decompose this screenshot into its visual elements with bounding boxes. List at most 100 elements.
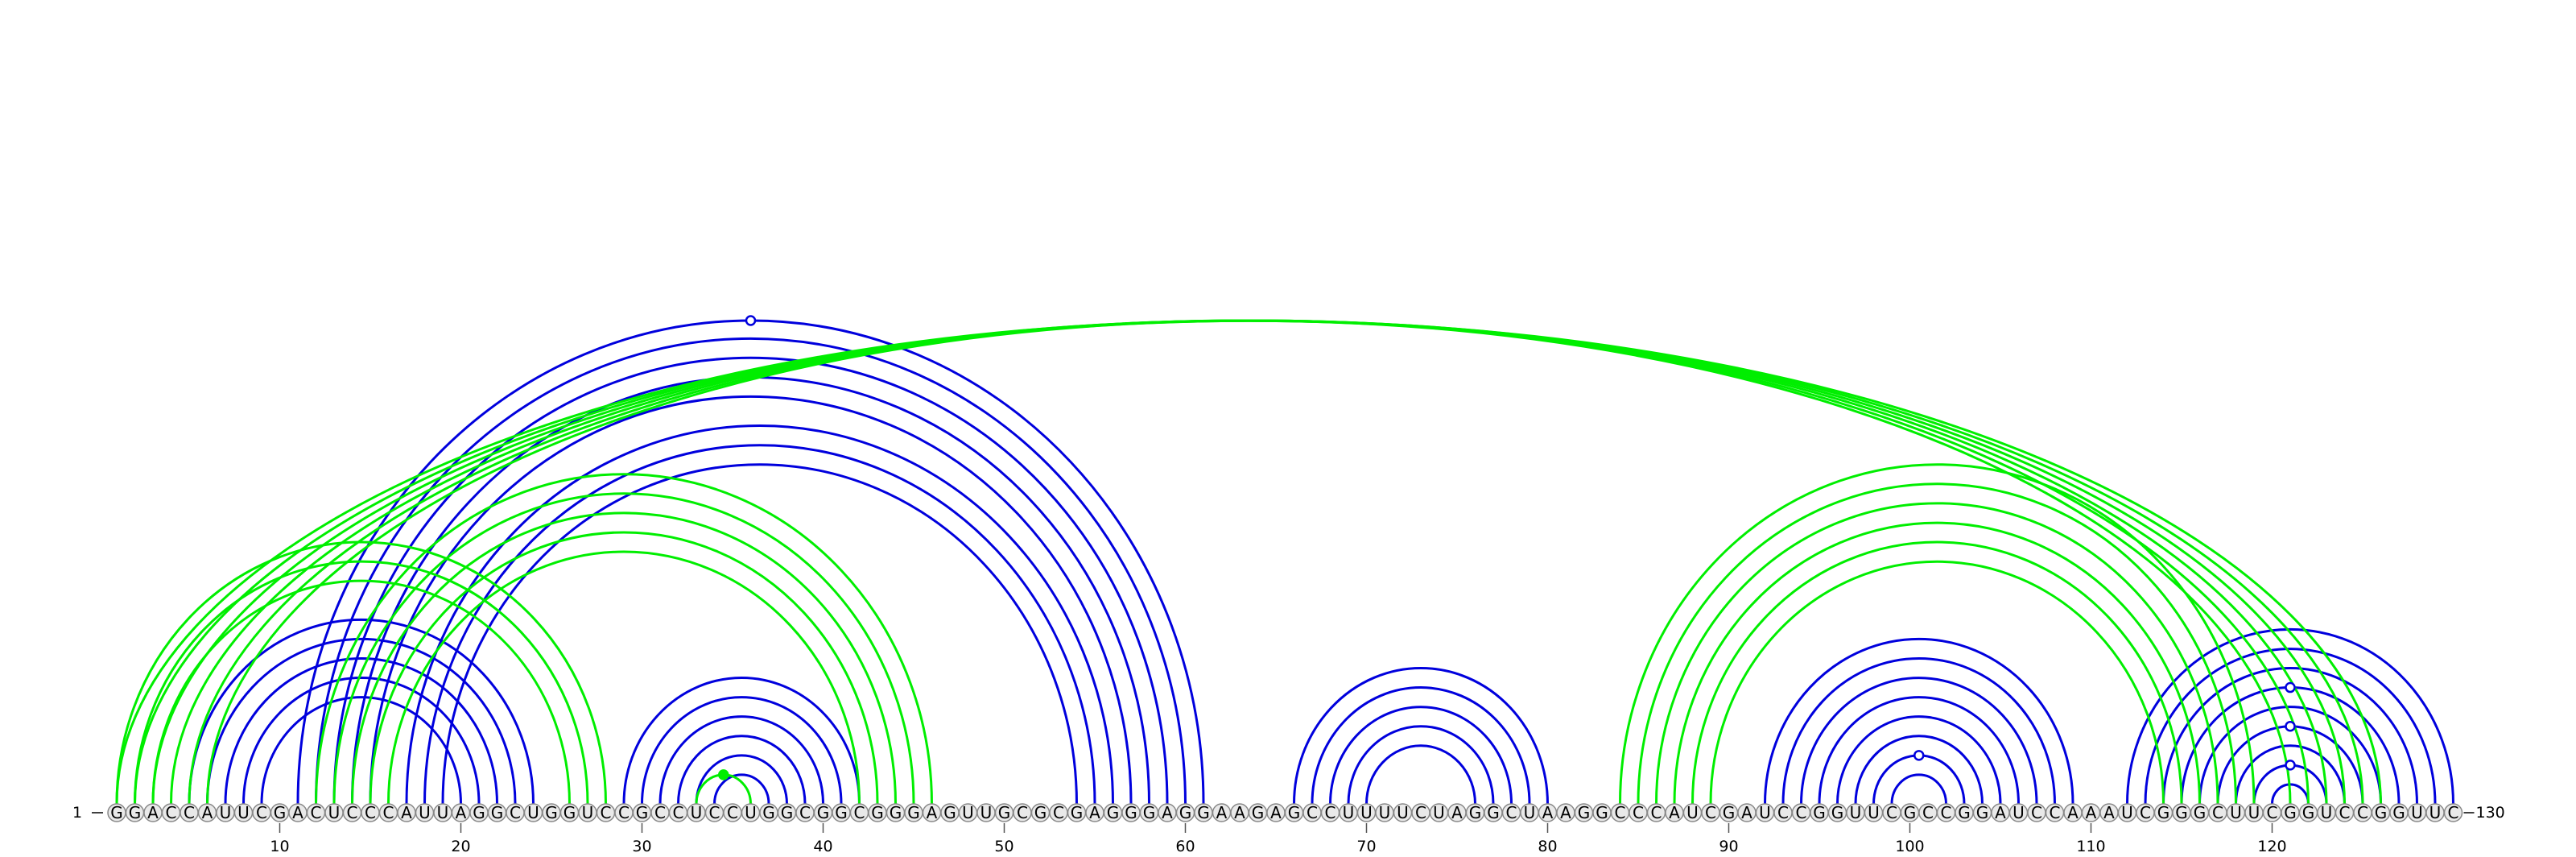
nucleotide: G — [1810, 803, 1829, 822]
nucleotide: A — [288, 803, 308, 822]
nucleotide: C — [161, 803, 181, 822]
nucleotide-letter: U — [2411, 803, 2423, 822]
nucleotide: A — [143, 803, 163, 822]
nucleotide-letter: C — [365, 803, 376, 822]
nucleotide: U — [2117, 803, 2137, 822]
nucleotide: A — [2099, 803, 2119, 822]
nucleotide-letter: U — [1524, 803, 1536, 822]
nucleotide-letter: A — [202, 803, 213, 822]
nucleotide: G — [632, 803, 652, 822]
nucleotide: G — [1592, 803, 1612, 822]
nucleotide: C — [650, 803, 670, 822]
marker-layer — [718, 315, 2296, 780]
nucleotide: U — [2008, 803, 2029, 822]
nucleotide-letter: U — [1433, 803, 1445, 822]
arc-marker — [2285, 720, 2296, 732]
nucleotide: U — [1339, 803, 1358, 822]
nucleotide-letter: G — [1469, 803, 1482, 822]
tick-label: 90 — [1719, 838, 1738, 855]
nucleotide: G — [1194, 803, 1213, 822]
nucleotide: G — [1248, 803, 1268, 822]
nucleotide-letter: G — [1071, 803, 1084, 822]
nucleotide-letter: G — [473, 803, 485, 822]
nucleotide: A — [2063, 803, 2083, 822]
nucleotide-letter: G — [1578, 803, 1591, 822]
nucleotide: C — [342, 803, 362, 822]
nucleotide-letter: C — [347, 803, 358, 822]
nucleotide-letter: C — [1017, 803, 1028, 822]
nucleotide-letter: C — [1705, 803, 1716, 822]
blue-arc — [423, 444, 1096, 805]
tick-label: 10 — [270, 838, 289, 855]
nucleotide-letter: C — [1922, 803, 1934, 822]
green-arc — [315, 473, 933, 805]
tick-label: 20 — [451, 838, 470, 855]
nucleotide-letter: C — [2339, 803, 2351, 822]
blue-arc — [315, 337, 1187, 805]
nucleotide: A — [1085, 803, 1104, 822]
nucleotide: C — [506, 803, 525, 822]
nucleotide-letter: A — [2103, 803, 2115, 822]
nucleotide-letter: C — [1796, 803, 1807, 822]
nucleotide-letter: G — [1958, 803, 1971, 822]
nucleotide-letter: C — [2267, 803, 2278, 822]
nucleotide-letter: G — [1904, 803, 1917, 822]
nucleotide: G — [1955, 803, 1974, 822]
nucleotide-letter: G — [1179, 803, 1192, 822]
nucleotide-letter: G — [1197, 803, 1210, 822]
nucleotide: A — [1665, 803, 1684, 822]
nucleotide: U — [1864, 803, 1884, 822]
green-arc — [134, 560, 589, 805]
nucleotide: C — [1320, 803, 1340, 822]
nucleotide-letter: G — [835, 803, 848, 822]
nucleotide-letter: G — [1813, 803, 1826, 822]
nucleotide: G — [1121, 803, 1141, 822]
nucleotide-letter: G — [1723, 803, 1736, 822]
blue-arc — [1365, 744, 1476, 805]
nucleotide: C — [1646, 803, 1666, 822]
blue-arc — [1872, 754, 1966, 805]
nucleotide: U — [1755, 803, 1775, 822]
blue-arc — [1329, 706, 1513, 805]
green-arc — [1655, 502, 2219, 805]
nucleotide: U — [741, 803, 761, 822]
nucleotide: G — [2389, 803, 2409, 822]
nucleotide: U — [687, 803, 706, 822]
tick-layer: 10 20 30 40 50 60 70 80 90 100 110 120 — [270, 823, 2287, 855]
nucleotide: G — [1139, 803, 1159, 822]
blue-arc — [260, 696, 462, 805]
blue-arc — [1311, 686, 1531, 805]
arc-marker — [2285, 760, 2296, 771]
nucleotide: A — [1230, 803, 1249, 822]
nucleotide-letter: U — [1360, 803, 1373, 822]
blue-arc — [332, 356, 1169, 805]
blue-arc — [1836, 715, 2002, 805]
nucleotide-letter: C — [311, 803, 322, 822]
nucleotide: G — [469, 803, 489, 822]
nucleotide-letter: C — [2050, 803, 2061, 822]
nucleotide-letter: G — [2194, 803, 2207, 822]
nucleotide: A — [1447, 803, 1467, 822]
nucleotide-letter: A — [456, 803, 467, 822]
nucleotide: U — [1356, 803, 1377, 822]
nucleotide-letter: C — [799, 803, 811, 822]
blue-arc — [405, 424, 1114, 805]
nucleotide: C — [2208, 803, 2227, 822]
nucleotide: C — [668, 803, 688, 822]
blue-arc — [677, 735, 807, 805]
nucleotide-letter: C — [2357, 803, 2368, 822]
nucleotide-letter: C — [2212, 803, 2223, 822]
nucleotide-letter: G — [1143, 803, 1156, 822]
nucleotide: U — [958, 803, 978, 822]
nucleotide: C — [1411, 803, 1430, 822]
tick-label: 60 — [1175, 838, 1195, 855]
nucleotide-letter: C — [654, 803, 666, 822]
blue-arc — [242, 677, 481, 805]
nucleotide-letter: C — [673, 803, 684, 822]
nucleotide: G — [2298, 803, 2318, 822]
nucleotide: C — [2334, 803, 2355, 822]
nucleotide-letter: A — [2067, 803, 2079, 822]
tick-label: 110 — [2076, 838, 2105, 855]
nucleotide-letter: U — [220, 803, 232, 822]
